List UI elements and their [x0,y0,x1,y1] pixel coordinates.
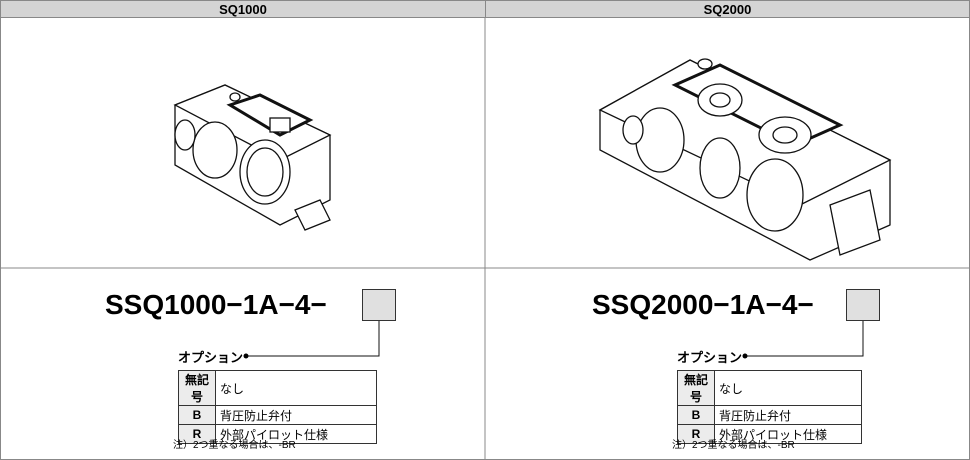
model-code: SSQ2000−1A−4− [592,289,814,320]
option-row: B 背圧防止弁付 [178,405,377,425]
option-key: 無記号 [178,370,216,406]
option-row: R 外部パイロット仕様 [677,424,862,444]
option-box [362,289,396,321]
option-key: 無記号 [677,370,715,406]
option-table: 無記号 なし B 背圧防止弁付 R 外部パイロット仕様 [178,370,377,444]
part-drawing-sq1000 [173,84,332,231]
option-desc: 外部パイロット仕様 [714,424,862,444]
option-desc: 外部パイロット仕様 [215,424,377,444]
option-box [846,289,880,321]
option-label: オプション [178,350,244,365]
option-row: 無記号 なし [677,370,862,406]
model-code: SSQ1000−1A−4− [105,289,327,320]
option-row: R 外部パイロット仕様 [178,424,377,444]
column-header: SQ2000 [485,0,970,18]
note: 注）2つ重なる場合は、-BR [672,440,795,451]
option-key: R [178,424,216,444]
option-desc: 背圧防止弁付 [215,405,377,425]
note: 注）2つ重なる場合は、-BR [173,440,296,451]
option-label: オプション [677,350,743,365]
option-desc: なし [215,370,377,406]
leader-line [745,321,864,357]
option-row: 無記号 なし [178,370,377,406]
option-row: B 背圧防止弁付 [677,405,862,425]
option-desc: なし [714,370,862,406]
leader-dot [742,353,748,359]
option-table: 無記号 なし B 背圧防止弁付 R 外部パイロット仕様 [677,370,862,444]
option-key: B [178,405,216,425]
option-key: B [677,405,715,425]
leader-dot [243,353,249,359]
column-header: SQ1000 [0,0,486,18]
part-drawing-sq2000 [598,58,892,261]
option-key: R [677,424,715,444]
leader-line [246,321,380,357]
option-desc: 背圧防止弁付 [714,405,862,425]
